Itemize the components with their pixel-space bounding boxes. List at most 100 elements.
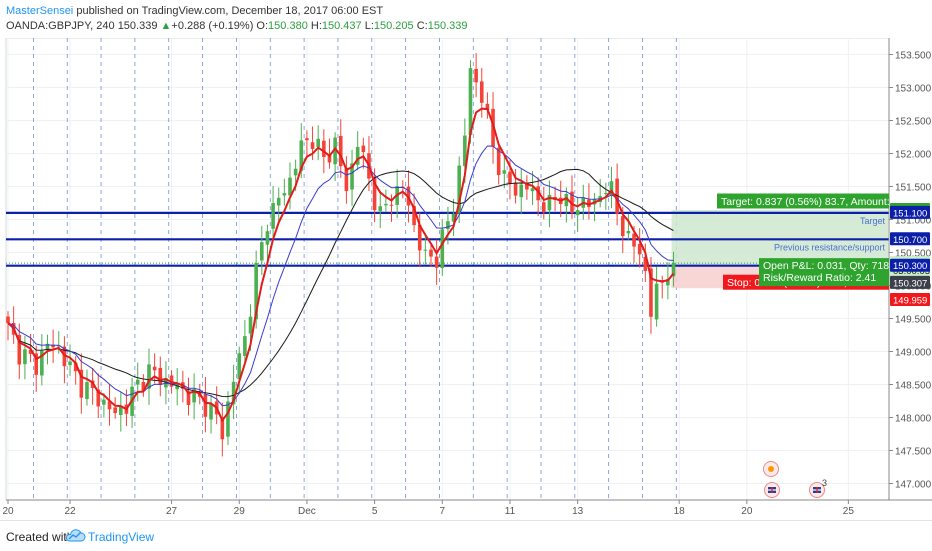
x-tick-label: 29 [234,506,246,517]
candle-body [338,135,343,167]
candle-body [502,170,507,174]
y-tick-label: 151.500 [895,183,932,194]
target-level-label: Target [860,216,886,226]
candle-body [327,155,332,163]
candle-body [164,377,168,388]
candle-body [68,361,72,366]
y-tick-label: 148.500 [895,381,932,392]
candle-body [135,379,140,385]
high-label: H: [310,20,322,32]
candle-body [423,249,428,251]
candle-body [6,316,10,324]
candle-body [333,137,337,165]
candle-body [220,417,225,440]
x-tick-label: 25 [843,506,855,517]
flag-icon: 3 [809,478,827,498]
change-up-icon: ▲ [160,20,172,32]
x-tick-label: 27 [166,506,178,517]
candle-body [626,231,631,234]
candle-body [56,345,61,347]
y-tick-label: 153.000 [895,84,932,95]
candle-body [186,391,191,406]
candle-body [361,145,366,153]
candle-body [479,81,484,103]
candle-body [271,203,275,229]
candle-body [17,334,22,365]
candle-body [152,366,157,371]
candle-body [62,346,67,367]
price-badge-label: 151.100 [893,208,927,219]
candle-body [508,171,512,184]
candle-body [412,205,416,226]
ema-mid-line [7,145,674,407]
target-info-box [717,193,889,209]
price-chart[interactable]: Target Previous resistance/support 3 147.… [0,38,932,520]
sma-slow-line [7,168,674,398]
pnl-box [759,258,889,287]
event-dot [768,466,774,472]
candle-body [316,138,320,147]
candle-body [23,349,27,365]
candle-body [260,242,264,261]
tradingview-cloud-icon[interactable] [64,528,86,544]
close-label: C: [416,20,428,32]
candle-body [45,343,50,351]
candle-body [575,210,580,216]
candle-body [226,401,230,437]
target-info-label: Target: 0.837 (0.56%) 83.7, Amount: [721,196,890,208]
footer: Created with TradingView [0,520,932,551]
created-with-text: Created with [6,530,74,544]
event-count-label: 3 [822,478,827,488]
ema-fast-line [7,107,675,423]
price-badge [890,275,930,289]
symbol-name[interactable]: OANDA:GBPJPY, 240 [6,20,115,32]
open-value: 150.380 [268,20,308,32]
y-tick-label: 152.500 [895,117,932,128]
candle-body [141,381,146,391]
price-badge [890,232,930,246]
y-tick-label: 153.500 [895,51,932,62]
x-tick-label: 22 [64,506,76,517]
candle-body [299,140,304,171]
x-tick-label: 13 [572,506,584,517]
candle-body [113,407,117,414]
candle-body [79,369,84,398]
candle-body [525,182,529,190]
candle-body [254,263,258,320]
candle-body [671,263,676,277]
candle-body [305,138,309,141]
candle-body [389,204,394,206]
candle-body [192,389,196,403]
y-tick-label: 147.500 [895,447,932,458]
candle-body [519,184,524,198]
candle-body [209,404,213,420]
candle-body [310,142,315,149]
candle-body [637,243,642,255]
candle-body [344,167,349,192]
candle-body [85,382,89,400]
candle-body [417,224,422,251]
x-tick-label: 7 [439,506,445,517]
candle-body [276,197,281,206]
candle-body [654,283,659,320]
candle-body [231,381,236,405]
candle-body [248,316,253,334]
candle-body [434,256,439,268]
candle-body [282,193,287,196]
candle-body [632,233,636,247]
candle-body [485,103,490,110]
author-link[interactable]: MasterSensei [6,5,74,17]
tradingview-brand[interactable]: TradingView [88,530,155,544]
low-label: L: [364,20,374,32]
candle-body [513,182,518,196]
x-tick-label: 11 [505,506,516,517]
candle-body [119,406,123,416]
y-tick-label: 149.000 [895,348,932,359]
price-badge-label: 149.959 [893,296,927,307]
y-tick-label: 150.500 [895,249,932,260]
price-badge [890,258,930,272]
candle-body [158,367,163,385]
symbol-legend: OANDA:GBPJPY, 240 150.339 ▲+0.288 (+0.19… [6,20,467,32]
candle-body [530,188,535,192]
candle-body [203,394,208,417]
